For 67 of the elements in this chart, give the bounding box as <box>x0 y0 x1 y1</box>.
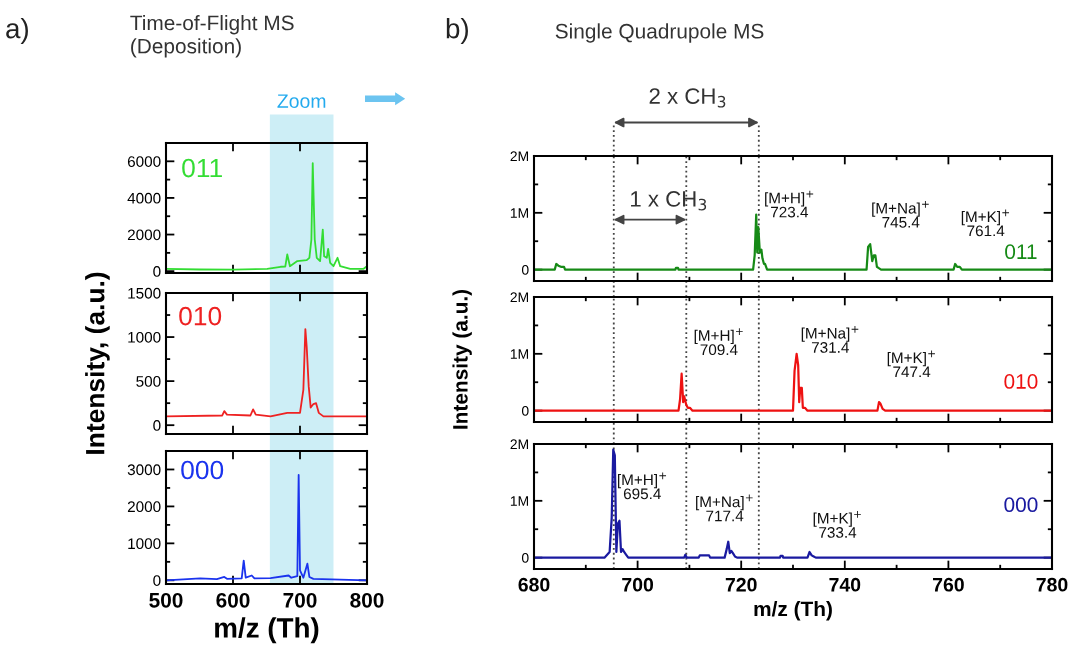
annotation: 731.4 <box>811 342 849 353</box>
annotation: [M+Na]$^{+}$ <box>696 494 753 511</box>
annotation: [M+H]$^{+}$ <box>765 190 814 207</box>
annotation: 747.4 <box>893 366 931 378</box>
chart-title: Time-of-Flight MS (Deposition) <box>130 15 294 58</box>
y-tick-label: 1M <box>510 208 528 218</box>
y-tick-label: 0 <box>521 405 529 416</box>
line-series <box>534 448 1052 559</box>
x-tick-label: 600 <box>216 592 250 608</box>
annotation: 745.4 <box>882 217 920 228</box>
x-tick-label: 780 <box>1036 577 1068 592</box>
y-tick-label: 0 <box>153 266 161 277</box>
y-tick-label: 1500 <box>128 287 161 299</box>
band-label: Zoom <box>277 94 326 108</box>
text: 000 <box>181 460 224 480</box>
annotation: [M+Na]$^{+}$ <box>801 325 859 342</box>
annotation: [M+H]$^{+}$ <box>694 328 743 345</box>
y-tick-label: 1M <box>510 496 528 506</box>
y-tick-label: 0 <box>521 264 529 275</box>
annotation: 717.4 <box>706 510 744 522</box>
y-tick-label: 3000 <box>127 464 161 476</box>
text: 010 <box>179 306 222 326</box>
line-series <box>166 328 367 418</box>
y-tick-label: 4000 <box>127 192 161 204</box>
y-tick-label: 2M <box>510 292 528 303</box>
x-tick-label: 700 <box>622 577 654 592</box>
y-tick-label: 1M <box>510 349 528 359</box>
annotation: [M+H]$^{+}$ <box>617 472 667 489</box>
x-tick-label: 700 <box>283 592 317 608</box>
annotation: [M+Na]$^{+}$ <box>872 200 929 217</box>
series-label: 011 <box>1005 244 1037 260</box>
chart-title: Single Quadrupole MS <box>555 23 764 43</box>
series-label: 010 <box>1004 374 1038 389</box>
y-tick-label: 2M <box>510 439 528 450</box>
y-tick-label: 0 <box>153 575 161 586</box>
y-tick-label: 1000 <box>128 331 161 343</box>
y-axis-title: Intensity (a.u.) <box>452 289 472 429</box>
annotation: 723.4 <box>771 206 809 218</box>
text: a) <box>6 18 28 44</box>
text: 2 x CH$_{3}$ <box>649 88 726 108</box>
y-axis-title: Intensity, (a.u.) <box>85 272 110 454</box>
y-tick-label: 0 <box>153 420 161 431</box>
text: b) <box>446 18 468 44</box>
text: 000 <box>1004 497 1038 513</box>
y-tick-label: 2000 <box>127 501 161 513</box>
y-tick-label: 1000 <box>128 538 161 550</box>
y-tick-label: 2M <box>510 151 528 162</box>
y-tick-label: 500 <box>136 375 161 387</box>
x-axis-title: m/z (Th) <box>754 601 832 621</box>
annotation: [M+K]$^{+}$ <box>887 350 935 367</box>
x-tick-label: 720 <box>725 577 757 592</box>
x-tick-label: 800 <box>350 592 384 608</box>
annotation: 695.4 <box>623 488 661 500</box>
annotation: [M+K]$^{+}$ <box>961 209 1010 226</box>
x-axis-title: m/z (Th) <box>215 617 319 644</box>
text: 011 <box>182 158 222 178</box>
y-tick-label: 2000 <box>127 229 161 241</box>
annotation: 709.4 <box>700 344 738 356</box>
annotation: 1 x CH$_{3}$ <box>631 191 707 211</box>
y-tick-label: 0 <box>521 552 529 563</box>
annotation: [M+K]$^{+}$ <box>813 511 861 527</box>
annotation: 761.4 <box>967 225 1005 237</box>
y-tick-label: 6000 <box>127 156 161 167</box>
x-tick-label: 760 <box>933 577 964 592</box>
x-tick-label: 740 <box>829 577 861 592</box>
annotation: 733.4 <box>819 527 857 538</box>
x-tick-label: 680 <box>518 577 550 592</box>
